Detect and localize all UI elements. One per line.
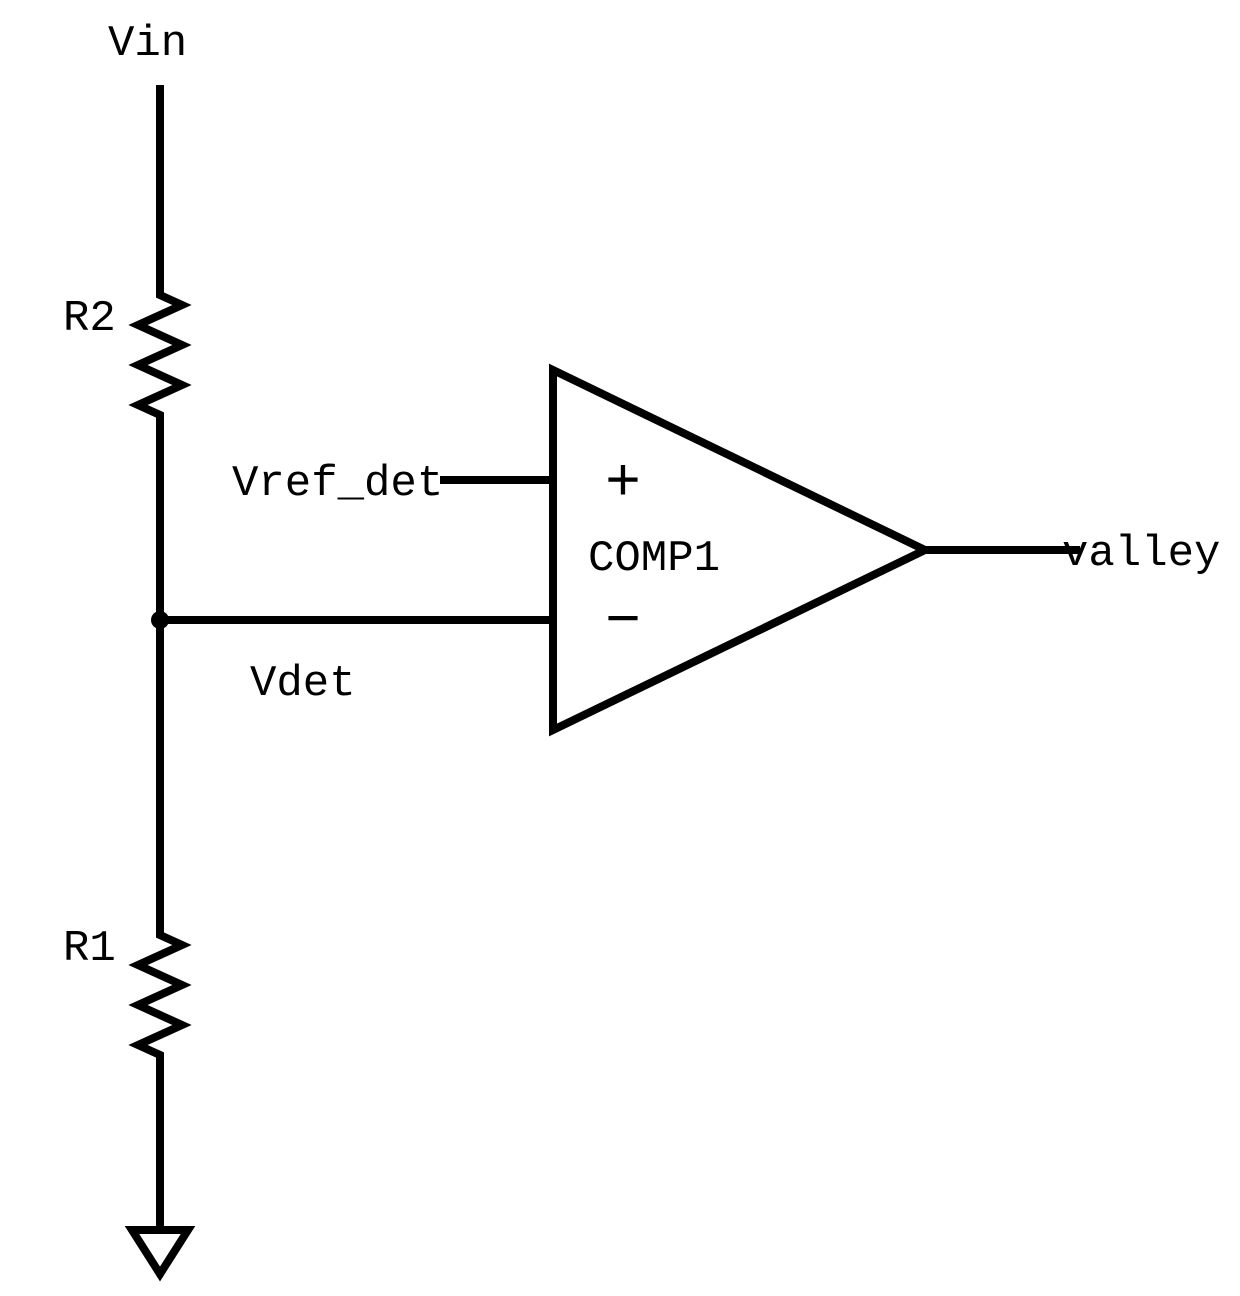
- label-vdet: Vdet: [250, 659, 356, 709]
- label-minus-symbol: −: [605, 589, 641, 657]
- label-r2: R2: [63, 294, 116, 344]
- label-r1: R1: [63, 924, 116, 974]
- label-vin: Vin: [108, 19, 187, 69]
- label-comp1: COMP1: [588, 534, 720, 584]
- label-vref-det: Vref_det: [232, 459, 443, 509]
- label-valley: valley: [1062, 529, 1220, 579]
- circuit-schematic: Vin R2 R1 Vref_det Vdet COMP1 valley + −: [0, 0, 1240, 1296]
- label-plus-symbol: +: [605, 451, 641, 519]
